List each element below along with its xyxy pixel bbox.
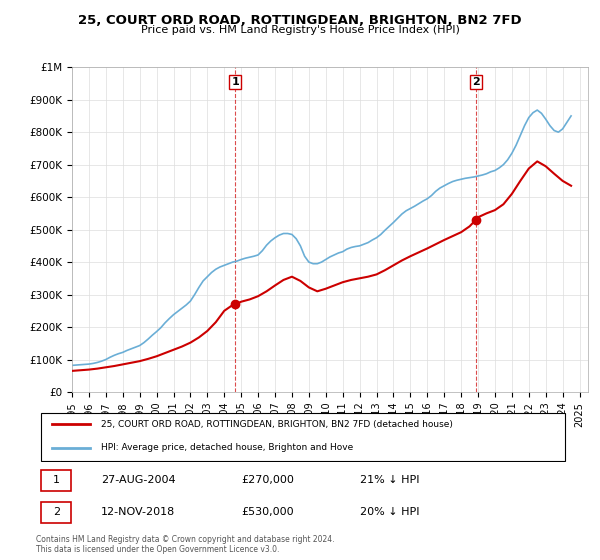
Text: Price paid vs. HM Land Registry's House Price Index (HPI): Price paid vs. HM Land Registry's House …	[140, 25, 460, 35]
Text: HPI: Average price, detached house, Brighton and Hove: HPI: Average price, detached house, Brig…	[101, 444, 353, 452]
Text: 12-NOV-2018: 12-NOV-2018	[101, 507, 175, 517]
Text: 20% ↓ HPI: 20% ↓ HPI	[360, 507, 419, 517]
Text: 1: 1	[53, 475, 60, 486]
Text: 27-AUG-2004: 27-AUG-2004	[101, 475, 175, 486]
FancyBboxPatch shape	[41, 502, 71, 523]
Text: 2: 2	[53, 507, 60, 517]
Text: 1: 1	[232, 77, 239, 87]
Text: £270,000: £270,000	[241, 475, 294, 486]
FancyBboxPatch shape	[41, 413, 565, 461]
Text: 21% ↓ HPI: 21% ↓ HPI	[360, 475, 419, 486]
Text: 25, COURT ORD ROAD, ROTTINGDEAN, BRIGHTON, BN2 7FD (detached house): 25, COURT ORD ROAD, ROTTINGDEAN, BRIGHTO…	[101, 419, 452, 429]
Text: 2: 2	[472, 77, 480, 87]
Text: 25, COURT ORD ROAD, ROTTINGDEAN, BRIGHTON, BN2 7FD: 25, COURT ORD ROAD, ROTTINGDEAN, BRIGHTO…	[78, 14, 522, 27]
Text: Contains HM Land Registry data © Crown copyright and database right 2024.
This d: Contains HM Land Registry data © Crown c…	[36, 535, 335, 554]
Text: £530,000: £530,000	[241, 507, 294, 517]
FancyBboxPatch shape	[41, 470, 71, 491]
